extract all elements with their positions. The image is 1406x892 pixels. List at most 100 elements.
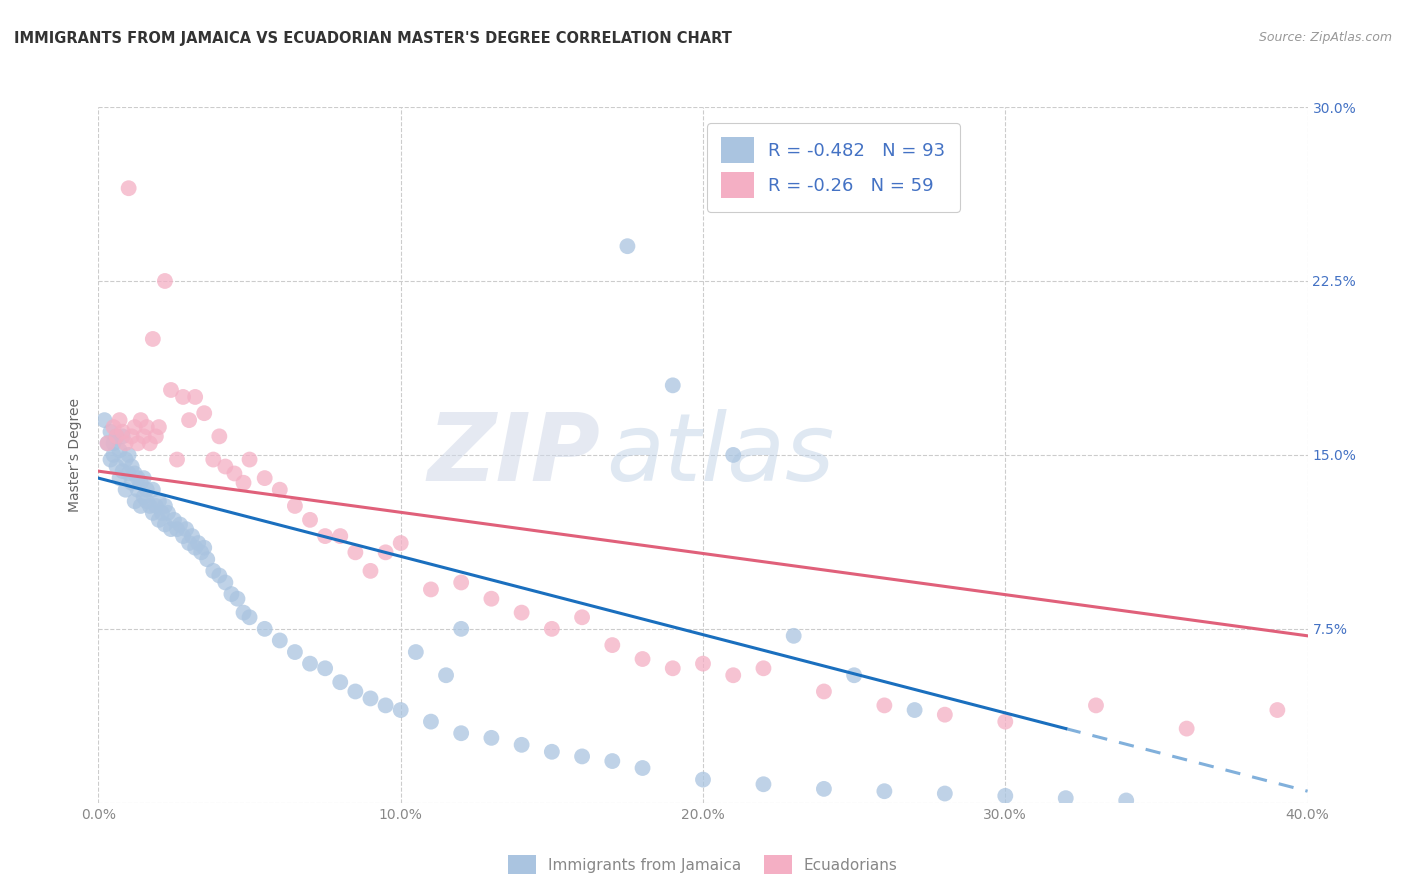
Point — [139, 499, 162, 513]
Point — [1054, 791, 1077, 805]
Point — [127, 483, 149, 497]
Y-axis label: Master’s Degree: Master’s Degree — [69, 398, 83, 512]
Point — [284, 499, 307, 513]
Point — [153, 499, 176, 513]
Point — [111, 425, 134, 439]
Point — [420, 714, 443, 729]
Point — [124, 494, 146, 508]
Point — [934, 787, 956, 801]
Point — [232, 606, 254, 620]
Point — [148, 513, 170, 527]
Text: IMMIGRANTS FROM JAMAICA VS ECUADORIAN MASTER'S DEGREE CORRELATION CHART: IMMIGRANTS FROM JAMAICA VS ECUADORIAN MA… — [14, 31, 733, 46]
Point — [994, 789, 1017, 803]
Point — [127, 436, 149, 450]
Point — [179, 413, 201, 427]
Point — [96, 436, 118, 450]
Point — [813, 684, 835, 698]
Point — [118, 467, 141, 481]
Point — [129, 475, 152, 490]
Point — [253, 471, 276, 485]
Point — [1115, 793, 1137, 807]
Point — [661, 661, 683, 675]
Point — [1175, 722, 1198, 736]
Point — [184, 390, 207, 404]
Point — [195, 552, 218, 566]
Point — [156, 506, 179, 520]
Point — [114, 483, 136, 497]
Point — [132, 490, 155, 504]
Point — [132, 471, 155, 485]
Point — [166, 522, 188, 536]
Point — [434, 668, 457, 682]
Point — [723, 448, 745, 462]
Point — [1085, 698, 1108, 713]
Point — [602, 638, 624, 652]
Point — [540, 622, 562, 636]
Point — [253, 622, 276, 636]
Point — [934, 707, 956, 722]
Point — [723, 668, 745, 682]
Point — [93, 413, 115, 427]
Point — [226, 591, 249, 606]
Text: atlas: atlas — [606, 409, 835, 500]
Point — [135, 420, 157, 434]
Point — [269, 483, 291, 497]
Point — [184, 541, 207, 555]
Point — [631, 761, 654, 775]
Point — [96, 436, 118, 450]
Point — [329, 675, 352, 690]
Point — [389, 536, 412, 550]
Point — [160, 383, 183, 397]
Point — [181, 529, 204, 543]
Point — [108, 443, 131, 458]
Point — [135, 483, 157, 497]
Point — [150, 506, 173, 520]
Point — [114, 452, 136, 467]
Point — [142, 332, 165, 346]
Point — [121, 475, 143, 490]
Point — [202, 564, 225, 578]
Point — [752, 777, 775, 791]
Point — [105, 459, 128, 474]
Point — [692, 772, 714, 787]
Point — [127, 471, 149, 485]
Point — [420, 582, 443, 597]
Point — [208, 429, 231, 443]
Point — [169, 517, 191, 532]
Point — [571, 749, 593, 764]
Legend: Immigrants from Jamaica, Ecuadorians: Immigrants from Jamaica, Ecuadorians — [502, 849, 904, 880]
Point — [221, 587, 243, 601]
Point — [121, 429, 143, 443]
Point — [299, 657, 322, 671]
Point — [284, 645, 307, 659]
Point — [174, 522, 197, 536]
Point — [661, 378, 683, 392]
Point — [121, 459, 143, 474]
Point — [510, 606, 533, 620]
Point — [103, 420, 125, 434]
Point — [135, 494, 157, 508]
Point — [783, 629, 806, 643]
Point — [752, 661, 775, 675]
Point — [153, 274, 176, 288]
Point — [190, 545, 212, 559]
Point — [111, 429, 134, 443]
Legend: R = -0.482   N = 93, R = -0.26   N = 59: R = -0.482 N = 93, R = -0.26 N = 59 — [707, 123, 960, 212]
Point — [179, 536, 201, 550]
Point — [160, 522, 183, 536]
Point — [193, 406, 215, 420]
Point — [214, 459, 236, 474]
Point — [166, 452, 188, 467]
Point — [631, 652, 654, 666]
Point — [360, 564, 382, 578]
Point — [100, 452, 122, 467]
Point — [994, 714, 1017, 729]
Point — [813, 781, 835, 796]
Point — [314, 661, 336, 675]
Point — [374, 698, 396, 713]
Point — [142, 506, 165, 520]
Point — [540, 745, 562, 759]
Point — [450, 726, 472, 740]
Point — [873, 698, 896, 713]
Point — [172, 529, 194, 543]
